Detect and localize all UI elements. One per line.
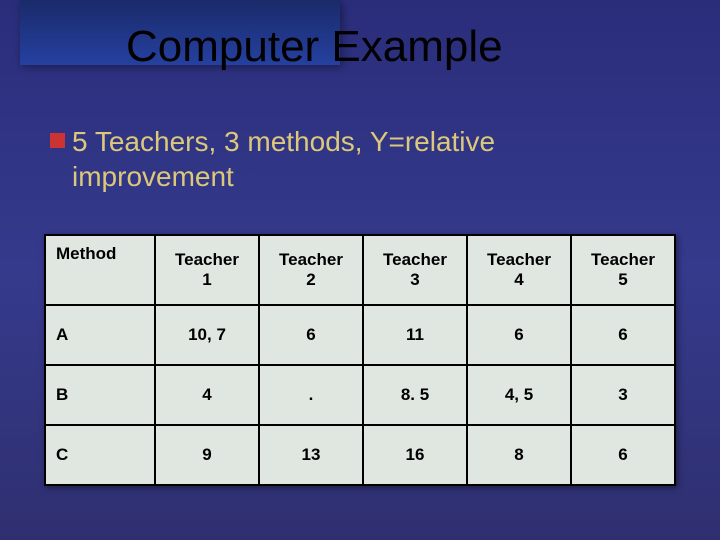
cell: 6 bbox=[259, 305, 363, 365]
table-header-row: Method Teacher1 Teacher2 Teacher3 Teache… bbox=[45, 235, 675, 305]
row-label-b: B bbox=[45, 365, 155, 425]
cell: 13 bbox=[259, 425, 363, 485]
col-header-teacher-5: Teacher5 bbox=[571, 235, 675, 305]
cell: 6 bbox=[467, 305, 571, 365]
table-row: C 9 13 16 8 6 bbox=[45, 425, 675, 485]
cell: 9 bbox=[155, 425, 259, 485]
cell: 10, 7 bbox=[155, 305, 259, 365]
cell: 3 bbox=[571, 365, 675, 425]
slide-subtitle: 5 Teachers, 3 methods, Y=relative improv… bbox=[72, 124, 660, 194]
cell: 6 bbox=[571, 425, 675, 485]
table-row: B 4 . 8. 5 4, 5 3 bbox=[45, 365, 675, 425]
subtitle-line2: improvement bbox=[72, 161, 234, 192]
cell: 4, 5 bbox=[467, 365, 571, 425]
cell: 8 bbox=[467, 425, 571, 485]
table-row: A 10, 7 6 11 6 6 bbox=[45, 305, 675, 365]
cell: 8. 5 bbox=[363, 365, 467, 425]
col-header-teacher-2: Teacher2 bbox=[259, 235, 363, 305]
slide: Computer Example 5 Teachers, 3 methods, … bbox=[0, 0, 720, 540]
row-label-c: C bbox=[45, 425, 155, 485]
bullet-icon bbox=[50, 133, 65, 148]
col-header-method: Method bbox=[45, 235, 155, 305]
col-header-teacher-4: Teacher4 bbox=[467, 235, 571, 305]
row-label-a: A bbox=[45, 305, 155, 365]
data-table: Method Teacher1 Teacher2 Teacher3 Teache… bbox=[44, 234, 676, 486]
subtitle-line1: 5 Teachers, 3 methods, Y=relative bbox=[72, 126, 495, 157]
cell: 16 bbox=[363, 425, 467, 485]
col-header-teacher-3: Teacher3 bbox=[363, 235, 467, 305]
cell: 6 bbox=[571, 305, 675, 365]
cell: . bbox=[259, 365, 363, 425]
slide-title: Computer Example bbox=[126, 22, 503, 72]
cell: 11 bbox=[363, 305, 467, 365]
col-header-teacher-1: Teacher1 bbox=[155, 235, 259, 305]
cell: 4 bbox=[155, 365, 259, 425]
